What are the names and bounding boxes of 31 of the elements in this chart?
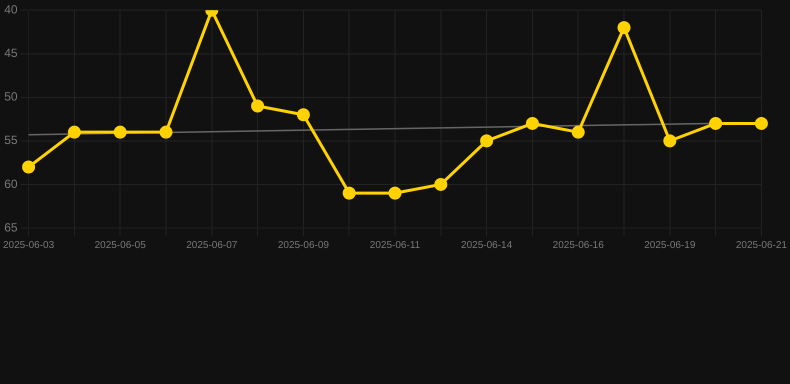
point [159,126,172,139]
point [68,126,81,139]
x-tick-label: 2025-06-21 [736,240,788,251]
x-tick-label: 2025-06-19 [644,240,696,251]
x-tick-label: 2025-06-03 [3,240,55,251]
point [114,126,127,139]
point [526,116,539,130]
x-tick-label: 2025-06-16 [552,240,604,251]
point [754,116,768,130]
x-tick-label: 2025-06-11 [370,240,421,251]
point [388,186,402,200]
point [572,126,585,139]
point [663,134,676,148]
y-tick-label: 40 [4,2,18,17]
y-tick-label: 65 [4,220,18,234]
y-tick-label: 60 [4,176,18,191]
x-tick-label: 2025-06-09 [278,240,330,251]
point [22,160,36,174]
point [342,186,356,200]
x-tick-label: 2025-06-07 [186,240,238,251]
y-tick-label: 55 [4,133,18,148]
point [434,178,448,191]
x-tick-label: 2025-06-05 [94,240,146,251]
point [251,100,264,113]
y-tick-label: 45 [4,46,18,60]
y-tick-label: 50 [4,90,18,104]
point [618,21,631,34]
point [709,116,722,130]
point [296,108,310,122]
x-tick-label: 2025-06-14 [461,240,513,251]
point [480,134,494,148]
